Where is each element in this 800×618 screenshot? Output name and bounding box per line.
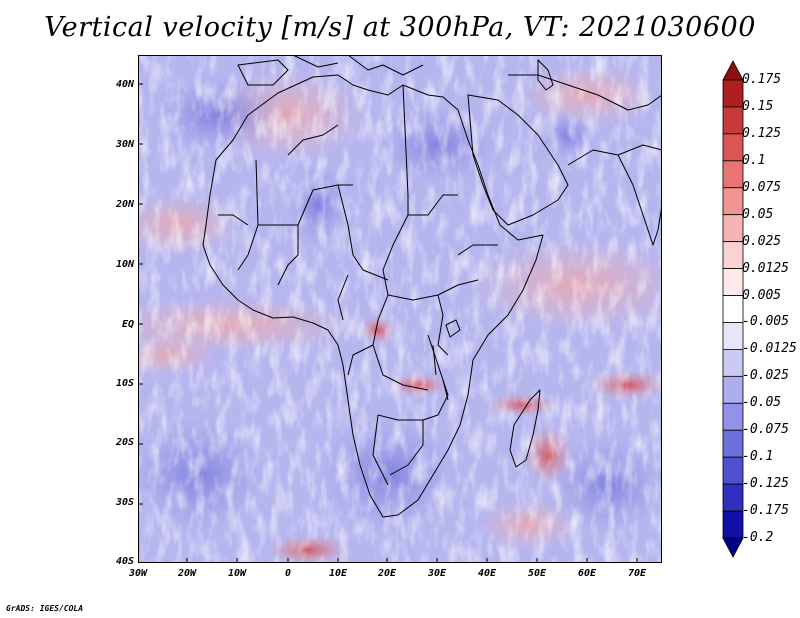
- colorbar-segment: [722, 160, 744, 189]
- colorbar-label: 0.175: [742, 72, 782, 87]
- lat-label: 20S: [115, 437, 134, 448]
- colorbar-label: -0.075: [742, 422, 789, 438]
- colorbar-segment: [722, 402, 744, 431]
- colorbar-label: -0.0125: [742, 341, 797, 357]
- lon-label: 70E: [627, 568, 647, 579]
- colorbar-label: 0.025: [742, 233, 782, 249]
- colorbar-segment: [722, 187, 744, 216]
- lon-label: 40E: [477, 568, 497, 579]
- colorbar-label: 0.005: [742, 287, 782, 303]
- colorbar-segment: [722, 268, 744, 296]
- colorbar-label: 0.0125: [742, 260, 789, 276]
- colorbar-segment: [722, 456, 744, 485]
- lon-label: 10W: [227, 568, 247, 579]
- lon-label: 30E: [427, 568, 447, 579]
- colorbar-segment: [722, 60, 744, 81]
- colorbar-label: -0.05: [742, 395, 782, 411]
- colorbar-label: -0.125: [742, 476, 789, 492]
- map-plot-area: [138, 55, 662, 563]
- lat-label: EQ: [121, 319, 134, 330]
- lat-label: 10N: [115, 259, 134, 270]
- coastlines: [202, 55, 662, 518]
- colorbar-segment: [722, 241, 744, 269]
- lon-label: 50E: [527, 568, 547, 579]
- colorbar-segment: [722, 295, 744, 323]
- colorbar-label: -0.1: [742, 449, 774, 465]
- colorbar-segment: [722, 375, 744, 404]
- colorbar-label: 0.05: [742, 206, 774, 222]
- colorbar-segment: [722, 429, 744, 458]
- colorbar-label: 0.075: [742, 179, 782, 195]
- colorbar-segment: [722, 106, 744, 135]
- lat-label: 40N: [115, 79, 134, 90]
- lon-label: 0: [284, 568, 292, 579]
- map-title: Vertical velocity [m/s] at 300hPa, VT: 2…: [44, 12, 756, 43]
- lon-label: 10E: [328, 568, 348, 579]
- lon-label: 60E: [577, 568, 597, 579]
- colorbar-segment: [722, 214, 744, 243]
- colorbar-segment: [722, 133, 744, 162]
- colorbar-label: -0.005: [742, 314, 789, 330]
- colorbar: [722, 60, 744, 558]
- colorbar-segment: [722, 483, 744, 512]
- colorbar-label: 0.1: [742, 152, 766, 168]
- credit-text: GrADS: IGES/COLA: [6, 604, 84, 613]
- lat-label: 10S: [115, 378, 134, 389]
- map-frame: [138, 55, 662, 563]
- lat-label: 20N: [115, 199, 134, 210]
- colorbar-label: 0.125: [742, 125, 782, 141]
- lon-label: 30W: [128, 568, 148, 579]
- colorbar-label: -0.175: [742, 503, 789, 519]
- lat-label: 40S: [115, 556, 134, 567]
- colorbar-segment: [722, 510, 744, 539]
- lat-label: 30S: [115, 497, 134, 508]
- colorbar-label: 0.15: [742, 98, 774, 114]
- lon-label: 20W: [177, 568, 197, 579]
- colorbar-segment: [722, 349, 744, 377]
- colorbar-segment: [722, 79, 744, 108]
- colorbar-segment: [722, 537, 744, 558]
- colorbar-label: -0.2: [742, 530, 774, 545]
- lon-label: 20E: [377, 568, 397, 579]
- lat-label: 30N: [115, 139, 134, 150]
- colorbar-label: -0.025: [742, 368, 789, 384]
- colorbar-segment: [722, 322, 744, 350]
